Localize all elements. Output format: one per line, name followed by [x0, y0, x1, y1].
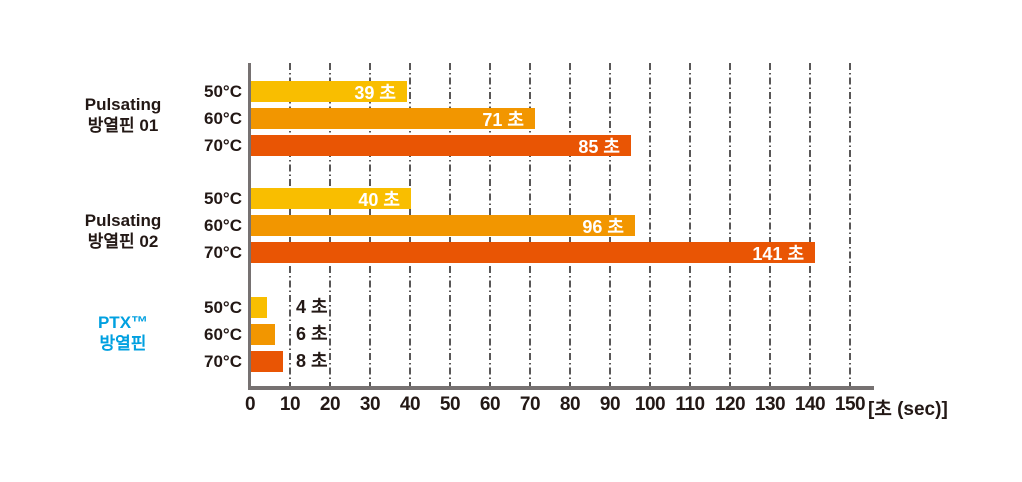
temperature-label: 50°C: [204, 298, 242, 317]
temperature-label: 60°C: [204, 216, 242, 235]
bar-value-label: 8 초: [296, 351, 328, 371]
x-axis-tick-label: 60: [479, 394, 501, 415]
bar-value-label: 96 초: [582, 216, 624, 237]
group-label-line: 방열핀 02: [87, 232, 159, 251]
bar: [251, 297, 267, 318]
group-label-line: PTX™: [97, 313, 149, 332]
group-label-line: 방열핀: [99, 334, 147, 353]
x-axis-tick-label: 40: [399, 394, 421, 415]
temperature-label: 60°C: [204, 325, 242, 344]
group-label-line: Pulsating: [84, 95, 162, 114]
gridline: [849, 63, 851, 386]
x-axis-tick-label: 80: [559, 394, 581, 415]
bar-value-label: 39 초: [354, 82, 396, 103]
x-axis-tick-label: 150: [834, 394, 866, 415]
bar-value-label: 40 초: [358, 189, 400, 210]
x-axis-tick-label: 110: [675, 394, 705, 415]
group-label: Pulsating 방열핀 02: [40, 210, 206, 252]
x-axis-tick-label: 0: [244, 394, 256, 415]
bar: 40 초: [251, 188, 411, 210]
bar: [251, 324, 275, 345]
bar: 141 초: [251, 242, 815, 264]
group-label-line: Pulsating: [84, 211, 162, 230]
bar-value-label: 6 초: [296, 324, 328, 344]
gridline: [689, 63, 691, 386]
group-label: Pulsating 방열핀 01: [40, 94, 206, 136]
temperature-label: 70°C: [204, 243, 242, 262]
temperature-label: 50°C: [204, 82, 242, 101]
x-axis-tick-label: 120: [714, 394, 746, 415]
bar-value-label: 85 초: [578, 136, 620, 157]
gridline: [729, 63, 731, 386]
bar: 96 초: [251, 215, 635, 237]
x-axis-tick-label: 20: [319, 394, 341, 415]
x-axis-tick-label: 90: [599, 394, 621, 415]
x-axis-tick-label: 140: [794, 394, 826, 415]
gridline: [809, 63, 811, 386]
x-axis-tick-label: 100: [634, 394, 666, 415]
x-axis-tick-label: 130: [754, 394, 786, 415]
bar-value-label: 4 초: [296, 297, 328, 317]
temperature-label: 70°C: [204, 352, 242, 371]
temperature-label: 70°C: [204, 136, 242, 155]
temperature-label: 60°C: [204, 109, 242, 128]
x-axis-tick-label: 70: [519, 394, 541, 415]
x-axis-tick-label: 10: [279, 394, 301, 415]
gridline: [649, 63, 651, 386]
bar: 39 초: [251, 81, 407, 103]
group-label: PTX™ 방열핀: [40, 312, 206, 354]
gridline: [769, 63, 771, 386]
y-axis-line: [248, 63, 251, 387]
bar-value-label: 71 초: [482, 109, 524, 130]
bar-value-label: 141 초: [752, 243, 804, 264]
x-axis-tick-label: 50: [439, 394, 461, 415]
bar: 71 초: [251, 108, 535, 130]
x-axis-unit-label: [초 (sec)]: [868, 399, 948, 420]
bar: [251, 351, 283, 372]
bar: 85 초: [251, 135, 631, 157]
x-axis-tick-label: 30: [359, 394, 381, 415]
group-label-line: 방열핀 01: [87, 116, 159, 135]
temperature-label: 50°C: [204, 189, 242, 208]
x-axis-line: [248, 386, 874, 390]
